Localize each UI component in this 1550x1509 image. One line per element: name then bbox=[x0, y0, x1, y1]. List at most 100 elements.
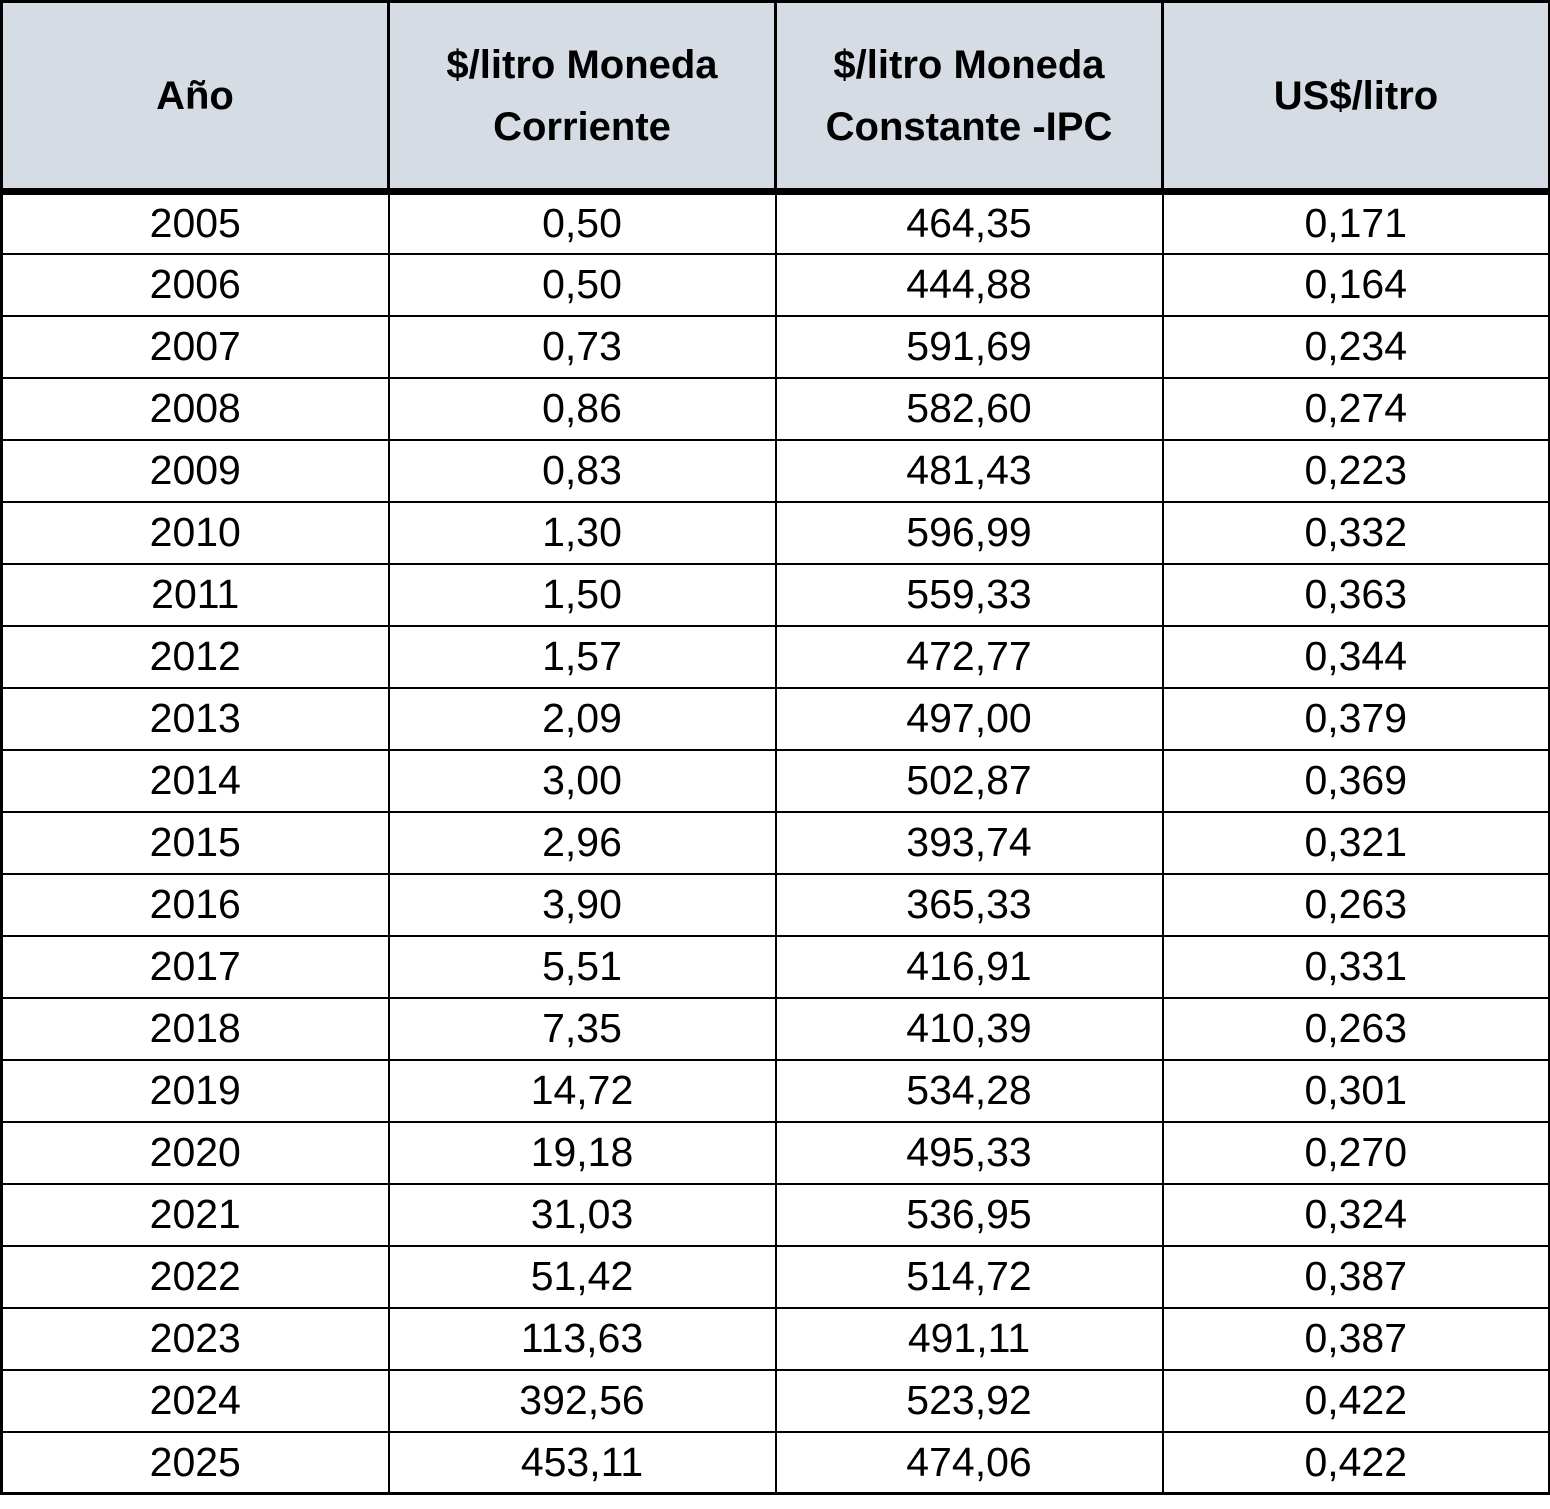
header-current-currency: $/litro Moneda Corriente bbox=[387, 0, 777, 195]
cell-year: 2017 bbox=[0, 934, 390, 999]
cell-constant-currency-ipc: 497,00 bbox=[774, 686, 1164, 751]
header-constant-currency-ipc: $/litro Moneda Constante -IPC bbox=[774, 0, 1164, 195]
cell-constant-currency-ipc: 559,33 bbox=[774, 562, 1164, 627]
cell-current-currency: 19,18 bbox=[387, 1120, 777, 1185]
cell-usd-per-liter: 0,363 bbox=[1161, 562, 1550, 627]
cell-year: 2019 bbox=[0, 1058, 390, 1123]
cell-current-currency: 0,50 bbox=[387, 252, 777, 317]
cell-usd-per-liter: 0,387 bbox=[1161, 1244, 1550, 1309]
cell-current-currency: 113,63 bbox=[387, 1306, 777, 1371]
table-row: 2018 7,35 410,39 0,263 bbox=[0, 996, 1550, 1061]
cell-constant-currency-ipc: 410,39 bbox=[774, 996, 1164, 1061]
table-row: 2014 3,00 502,87 0,369 bbox=[0, 748, 1550, 813]
table-row: 2008 0,86 582,60 0,274 bbox=[0, 376, 1550, 441]
cell-year: 2006 bbox=[0, 252, 390, 317]
cell-year: 2023 bbox=[0, 1306, 390, 1371]
table-row: 2024 392,56 523,92 0,422 bbox=[0, 1368, 1550, 1433]
cell-constant-currency-ipc: 523,92 bbox=[774, 1368, 1164, 1433]
header-usd-per-liter: US$/litro bbox=[1161, 0, 1550, 195]
cell-current-currency: 1,57 bbox=[387, 624, 777, 689]
cell-constant-currency-ipc: 591,69 bbox=[774, 314, 1164, 379]
table-row: 2010 1,30 596,99 0,332 bbox=[0, 500, 1550, 565]
cell-usd-per-liter: 0,369 bbox=[1161, 748, 1550, 813]
table-row: 2006 0,50 444,88 0,164 bbox=[0, 252, 1550, 317]
cell-year: 2010 bbox=[0, 500, 390, 565]
cell-year: 2007 bbox=[0, 314, 390, 379]
cell-current-currency: 1,30 bbox=[387, 500, 777, 565]
cell-usd-per-liter: 0,270 bbox=[1161, 1120, 1550, 1185]
table-row: 2015 2,96 393,74 0,321 bbox=[0, 810, 1550, 875]
cell-year: 2015 bbox=[0, 810, 390, 875]
cell-current-currency: 0,83 bbox=[387, 438, 777, 503]
cell-usd-per-liter: 0,274 bbox=[1161, 376, 1550, 441]
cell-year: 2014 bbox=[0, 748, 390, 813]
cell-current-currency: 453,11 bbox=[387, 1430, 777, 1495]
cell-usd-per-liter: 0,301 bbox=[1161, 1058, 1550, 1123]
cell-usd-per-liter: 0,332 bbox=[1161, 500, 1550, 565]
cell-usd-per-liter: 0,379 bbox=[1161, 686, 1550, 751]
cell-usd-per-liter: 0,223 bbox=[1161, 438, 1550, 503]
cell-year: 2024 bbox=[0, 1368, 390, 1433]
cell-current-currency: 392,56 bbox=[387, 1368, 777, 1433]
table-row: 2007 0,73 591,69 0,234 bbox=[0, 314, 1550, 379]
cell-usd-per-liter: 0,344 bbox=[1161, 624, 1550, 689]
table-row: 2005 0,50 464,35 0,171 bbox=[0, 190, 1550, 255]
table-header: Año $/litro Moneda Corriente $/litro Mon… bbox=[0, 0, 1550, 195]
cell-current-currency: 5,51 bbox=[387, 934, 777, 999]
cell-year: 2018 bbox=[0, 996, 390, 1061]
cell-constant-currency-ipc: 481,43 bbox=[774, 438, 1164, 503]
cell-year: 2009 bbox=[0, 438, 390, 503]
cell-year: 2020 bbox=[0, 1120, 390, 1185]
table-row: 2011 1,50 559,33 0,363 bbox=[0, 562, 1550, 627]
cell-current-currency: 0,73 bbox=[387, 314, 777, 379]
cell-current-currency: 31,03 bbox=[387, 1182, 777, 1247]
cell-usd-per-liter: 0,171 bbox=[1161, 190, 1550, 255]
cell-constant-currency-ipc: 502,87 bbox=[774, 748, 1164, 813]
cell-current-currency: 1,50 bbox=[387, 562, 777, 627]
cell-year: 2008 bbox=[0, 376, 390, 441]
cell-current-currency: 7,35 bbox=[387, 996, 777, 1061]
table-row: 2009 0,83 481,43 0,223 bbox=[0, 438, 1550, 503]
table-body: 2005 0,50 464,35 0,171 2006 0,50 444,88 0,164 20… bbox=[0, 190, 1550, 1495]
table-row: 2012 1,57 472,77 0,344 bbox=[0, 624, 1550, 689]
table-row: 2016 3,90 365,33 0,263 bbox=[0, 872, 1550, 937]
cell-year: 2016 bbox=[0, 872, 390, 937]
cell-usd-per-liter: 0,331 bbox=[1161, 934, 1550, 999]
cell-usd-per-liter: 0,164 bbox=[1161, 252, 1550, 317]
cell-year: 2025 bbox=[0, 1430, 390, 1495]
cell-year: 2011 bbox=[0, 562, 390, 627]
table-row: 2023 113,63 491,11 0,387 bbox=[0, 1306, 1550, 1371]
cell-usd-per-liter: 0,422 bbox=[1161, 1430, 1550, 1495]
cell-year: 2013 bbox=[0, 686, 390, 751]
cell-constant-currency-ipc: 472,77 bbox=[774, 624, 1164, 689]
table-row: 2013 2,09 497,00 0,379 bbox=[0, 686, 1550, 751]
cell-current-currency: 51,42 bbox=[387, 1244, 777, 1309]
cell-usd-per-liter: 0,234 bbox=[1161, 314, 1550, 379]
cell-constant-currency-ipc: 464,35 bbox=[774, 190, 1164, 255]
cell-current-currency: 2,09 bbox=[387, 686, 777, 751]
cell-current-currency: 14,72 bbox=[387, 1058, 777, 1123]
cell-usd-per-liter: 0,321 bbox=[1161, 810, 1550, 875]
table-row: 2022 51,42 514,72 0,387 bbox=[0, 1244, 1550, 1309]
cell-year: 2021 bbox=[0, 1182, 390, 1247]
cell-current-currency: 2,96 bbox=[387, 810, 777, 875]
cell-constant-currency-ipc: 534,28 bbox=[774, 1058, 1164, 1123]
table-row: 2020 19,18 495,33 0,270 bbox=[0, 1120, 1550, 1185]
cell-constant-currency-ipc: 416,91 bbox=[774, 934, 1164, 999]
cell-constant-currency-ipc: 444,88 bbox=[774, 252, 1164, 317]
cell-usd-per-liter: 0,324 bbox=[1161, 1182, 1550, 1247]
table-row: 2019 14,72 534,28 0,301 bbox=[0, 1058, 1550, 1123]
header-row: Año $/litro Moneda Corriente $/litro Mon… bbox=[0, 0, 1550, 195]
cell-constant-currency-ipc: 365,33 bbox=[774, 872, 1164, 937]
cell-constant-currency-ipc: 393,74 bbox=[774, 810, 1164, 875]
cell-year: 2022 bbox=[0, 1244, 390, 1309]
cell-current-currency: 3,00 bbox=[387, 748, 777, 813]
cell-current-currency: 0,86 bbox=[387, 376, 777, 441]
cell-usd-per-liter: 0,263 bbox=[1161, 872, 1550, 937]
cell-constant-currency-ipc: 474,06 bbox=[774, 1430, 1164, 1495]
table-row: 2017 5,51 416,91 0,331 bbox=[0, 934, 1550, 999]
cell-current-currency: 0,50 bbox=[387, 190, 777, 255]
cell-year: 2005 bbox=[0, 190, 390, 255]
cell-usd-per-liter: 0,263 bbox=[1161, 996, 1550, 1061]
